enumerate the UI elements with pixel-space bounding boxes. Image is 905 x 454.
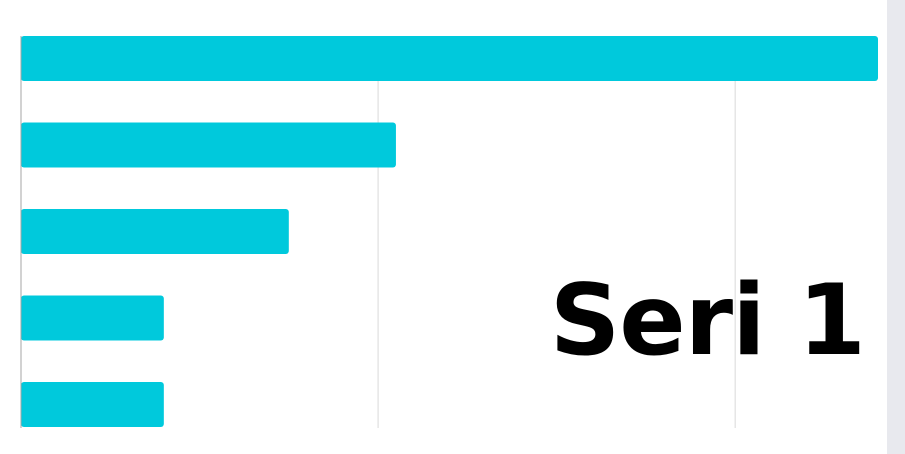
grid-lines	[377, 36, 736, 428]
bar-4	[21, 295, 164, 341]
bar-2	[21, 122, 396, 168]
bar-1	[21, 36, 878, 81]
bar-3	[21, 209, 289, 254]
series-label: Seri 1	[549, 264, 866, 378]
bar-5	[21, 382, 164, 427]
bars	[21, 36, 878, 427]
